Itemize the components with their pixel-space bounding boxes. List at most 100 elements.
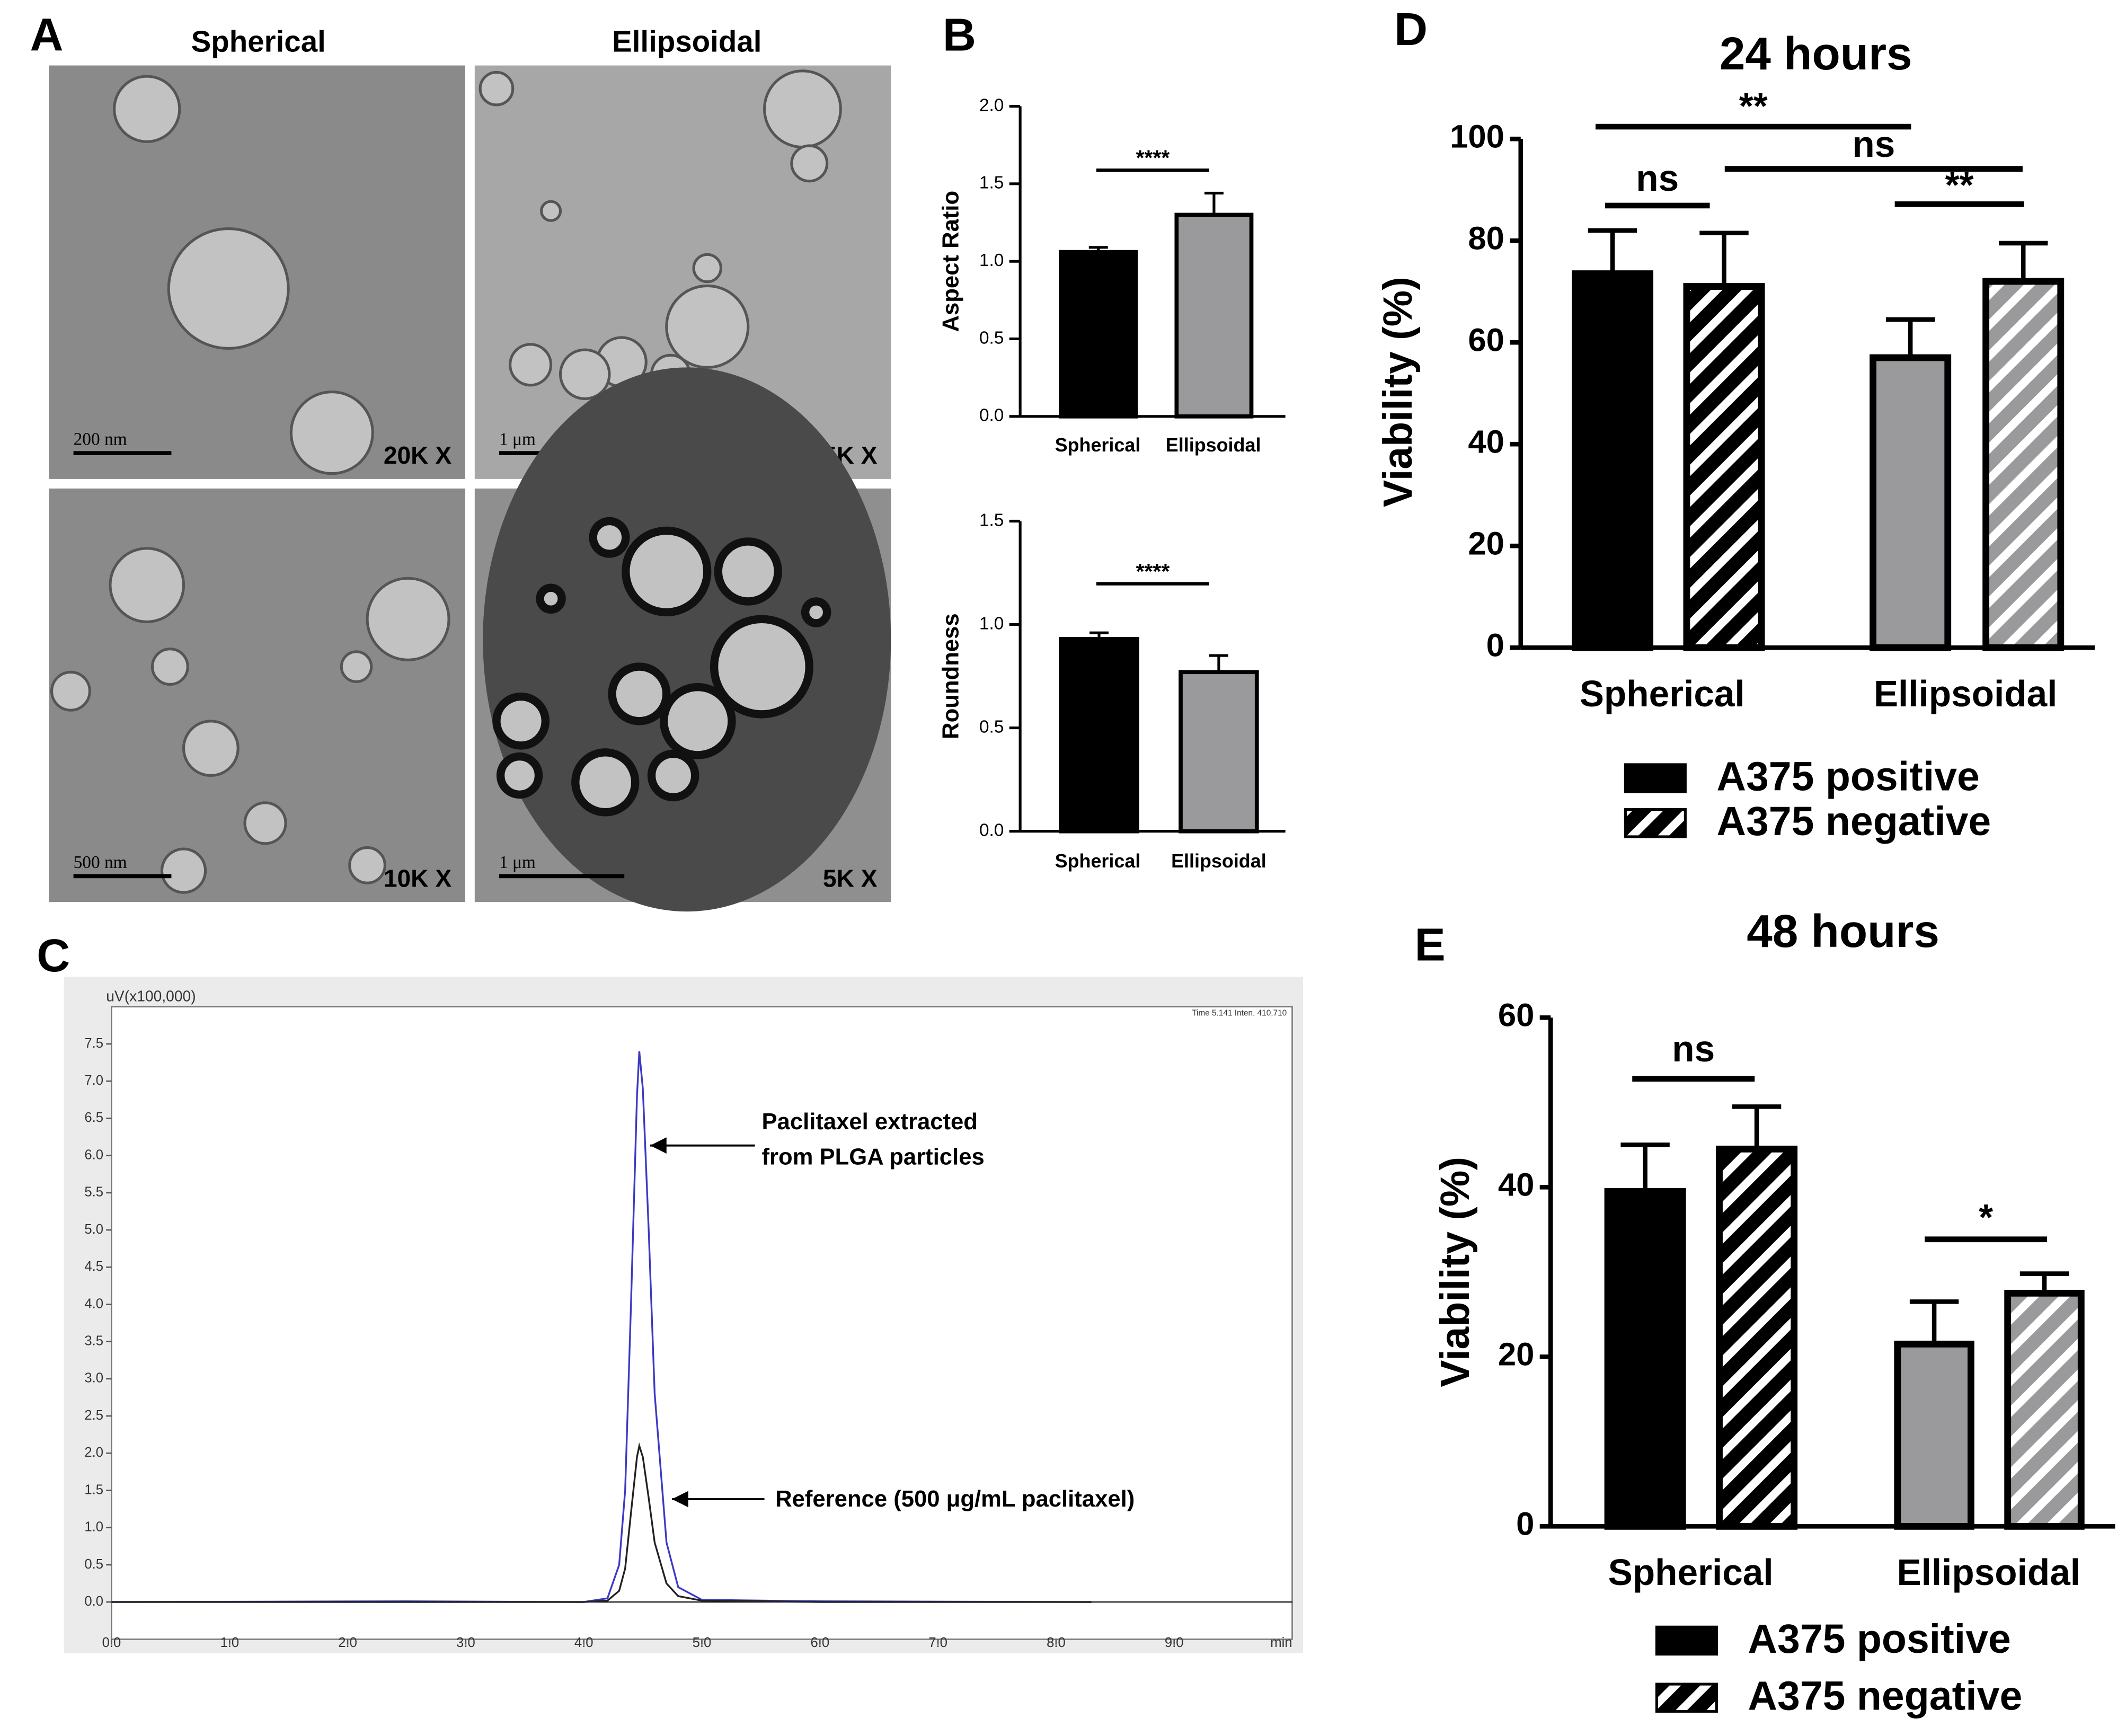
x-tick-label: 8.0 bbox=[1047, 1635, 1066, 1650]
x-tick-label: 4.0 bbox=[574, 1635, 593, 1650]
x-tick-label: 9.0 bbox=[1165, 1635, 1184, 1650]
particle bbox=[536, 583, 566, 614]
y-tick-label: 4.5 bbox=[84, 1259, 103, 1274]
y-tick-label: 1.0 bbox=[979, 251, 1004, 270]
plot-area bbox=[111, 1006, 1293, 1640]
x-tick-label: 7.0 bbox=[928, 1635, 947, 1650]
particle bbox=[665, 284, 750, 369]
arrow-head bbox=[672, 1491, 688, 1508]
particle bbox=[659, 683, 736, 759]
y-tick-label: 7.0 bbox=[84, 1073, 103, 1088]
scale-bar-label: 500 nm bbox=[74, 853, 127, 872]
x-tick-label: Ellipsoidal bbox=[1166, 434, 1261, 456]
y-tick-label: 0 bbox=[1516, 1506, 1534, 1543]
y-tick-label: 5.5 bbox=[84, 1185, 103, 1200]
bar bbox=[2004, 1289, 2085, 1530]
significance-label: ** bbox=[1739, 85, 1768, 127]
y-axis-label: Viability (%) bbox=[1375, 277, 1421, 507]
legend-label: A375 negative bbox=[1716, 799, 1991, 844]
legend-swatch bbox=[1655, 1682, 1718, 1713]
y-tick-label: 0.5 bbox=[979, 328, 1004, 348]
column-header: Ellipsoidal bbox=[612, 24, 761, 58]
panel-letter: D bbox=[1394, 4, 1428, 55]
x-tick-label: Spherical bbox=[1608, 1552, 1774, 1593]
scale-bar-label: 200 nm bbox=[74, 430, 127, 449]
particle bbox=[289, 391, 374, 475]
chromatogram-line bbox=[111, 1442, 1092, 1603]
legend-swatch bbox=[1624, 763, 1687, 793]
scale-bar-label: 1 μm bbox=[499, 430, 536, 449]
micrograph: 500 nm 10K X bbox=[49, 488, 465, 902]
scale-bar-label: 1 μm bbox=[499, 853, 536, 872]
bar bbox=[1572, 270, 1654, 651]
y-tick-label: 0.0 bbox=[84, 1594, 103, 1609]
y-tick-label: 60 bbox=[1468, 322, 1504, 358]
x-tick-label: Ellipsoidal bbox=[1874, 673, 2058, 714]
bar bbox=[1179, 670, 1259, 834]
y-tick-label: 2.0 bbox=[84, 1445, 103, 1460]
bar bbox=[1604, 1188, 1686, 1530]
y-tick-label: 100 bbox=[1450, 118, 1504, 155]
y-tick-label: 5.0 bbox=[84, 1222, 103, 1237]
bar bbox=[1174, 212, 1254, 419]
magnification: 10K X bbox=[384, 864, 452, 892]
particle bbox=[622, 526, 712, 617]
y-tick-label: 20 bbox=[1498, 1336, 1535, 1373]
significance-label: ns bbox=[1852, 123, 1895, 165]
significance-label: ns bbox=[1672, 1028, 1715, 1069]
y-tick-label: 60 bbox=[1498, 997, 1535, 1034]
particle bbox=[509, 343, 553, 387]
significance-label: **** bbox=[1136, 146, 1170, 170]
arrow-head bbox=[650, 1137, 667, 1154]
particle bbox=[340, 650, 373, 683]
micrograph: 200 nm 20K X bbox=[49, 65, 465, 479]
particle bbox=[714, 537, 782, 606]
y-tick-label: 1.5 bbox=[979, 510, 1004, 530]
panel-letter: E bbox=[1415, 919, 1446, 970]
y-tick-label: 1.0 bbox=[84, 1520, 103, 1535]
x-tick-label: Spherical bbox=[1055, 434, 1141, 456]
legend-swatch bbox=[1624, 808, 1687, 838]
particle bbox=[167, 227, 290, 350]
particle bbox=[763, 69, 842, 149]
y-tick-label: 4.0 bbox=[84, 1296, 103, 1311]
particle bbox=[348, 846, 386, 884]
panel-letter: B bbox=[943, 9, 976, 60]
y-tick-label: 40 bbox=[1468, 423, 1504, 460]
info-text: Time 5.141 Inten. 410,710 bbox=[1192, 1009, 1287, 1018]
y-tick-label: 1.5 bbox=[979, 173, 1004, 193]
y-tick-label: 1.0 bbox=[979, 614, 1004, 633]
y-tick-label: 6.5 bbox=[84, 1110, 103, 1125]
panel-letter: C bbox=[37, 930, 70, 981]
y-tick-label: 3.5 bbox=[84, 1334, 103, 1349]
particle bbox=[571, 748, 640, 817]
x-tick-label: 1.0 bbox=[220, 1635, 239, 1650]
x-tick-label: 3.0 bbox=[456, 1635, 475, 1650]
particle bbox=[113, 75, 181, 143]
y-tick-label: 20 bbox=[1468, 525, 1504, 562]
magnification: 20K X bbox=[384, 441, 452, 469]
x-tick-label: Spherical bbox=[1580, 673, 1745, 714]
particle bbox=[50, 670, 91, 712]
legend-label: A375 positive bbox=[1716, 754, 1979, 799]
x-tick-label: 6.0 bbox=[810, 1635, 829, 1650]
annotation-box: Paclitaxel extracted from PLGA particles bbox=[761, 1109, 984, 1170]
bar bbox=[1059, 636, 1139, 834]
significance-label: * bbox=[1979, 1197, 1993, 1238]
particle bbox=[710, 615, 813, 719]
y-tick-label: 0.0 bbox=[979, 821, 1004, 840]
y-tick-label: 7.5 bbox=[84, 1036, 103, 1051]
chart-title: 24 hours bbox=[1720, 28, 1912, 79]
particle bbox=[243, 801, 287, 845]
bar bbox=[1894, 1340, 1974, 1530]
y-axis-label: uV(x100,000) bbox=[106, 987, 196, 1004]
particle bbox=[479, 70, 515, 107]
significance-label: ** bbox=[1945, 164, 1974, 206]
x-tick-label: 2.0 bbox=[338, 1635, 357, 1650]
chromatogram-line bbox=[111, 1051, 1092, 1603]
bar bbox=[1870, 354, 1952, 651]
y-tick-label: 2.5 bbox=[84, 1408, 103, 1423]
